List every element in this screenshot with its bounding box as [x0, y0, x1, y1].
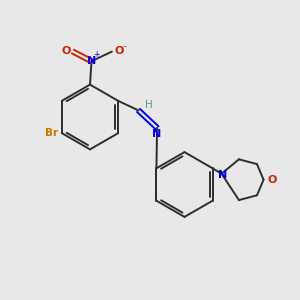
Text: H: H [145, 100, 153, 110]
Text: N: N [152, 129, 162, 139]
Text: N: N [87, 56, 96, 66]
Text: -: - [122, 41, 127, 51]
Text: O: O [61, 46, 70, 56]
Text: +: + [93, 50, 100, 59]
Text: N: N [218, 170, 228, 180]
Text: O: O [267, 175, 277, 185]
Text: Br: Br [45, 128, 58, 138]
Text: O: O [114, 46, 124, 56]
